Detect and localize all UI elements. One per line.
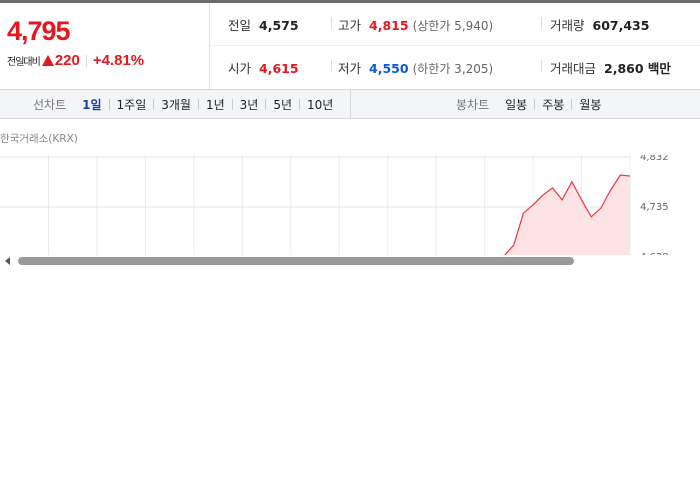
tab[interactable]: 1일 (82, 98, 102, 112)
scroll-thumb[interactable] (18, 257, 574, 265)
price-chart: 4,832 4,735 4,638 (0, 155, 669, 255)
tab[interactable]: 일봉 (505, 98, 528, 112)
separator (541, 60, 542, 72)
stat-value: 607,435 (592, 18, 650, 33)
current-price: 4,795 (7, 16, 71, 46)
change-amount: 220 (54, 52, 80, 69)
stat-value: 4,815 (369, 18, 409, 33)
tab[interactable]: 5년 (273, 98, 293, 112)
stat-label: 시가 (228, 61, 252, 76)
tab[interactable]: 3개월 (161, 98, 191, 112)
separator (231, 99, 233, 110)
y-tick-label: 4,735 (640, 202, 669, 213)
stat-value: 4,615 (259, 61, 299, 76)
separator (534, 99, 536, 110)
tab-group-label: 선차트 (33, 98, 67, 112)
divider (350, 89, 351, 119)
stat: 저가 4,550 (하한가 3,205) (338, 58, 493, 77)
stat-label: 고가 (338, 18, 362, 33)
stat: 전일 4,575 (228, 15, 299, 34)
separator (299, 99, 301, 110)
tab[interactable]: 3년 (239, 98, 259, 112)
separator (85, 54, 87, 67)
stat-label: 저가 (338, 61, 362, 76)
up-icon (41, 55, 54, 66)
top-border (0, 0, 700, 3)
stat: 거래대금 2,860 백만 (550, 58, 671, 77)
tab[interactable]: 1주일 (116, 98, 147, 112)
candle-chart-tabs: 봉차트 일봉 주봉 월봉 (456, 96, 601, 113)
change-label: 전일대비 (7, 57, 41, 68)
stat-label: 거래량 (550, 18, 585, 33)
area (504, 175, 630, 255)
stat-value: 4,550 (369, 61, 409, 76)
tab-group-label: 봉차트 (456, 98, 490, 112)
y-tick-label: 4,638 (640, 252, 669, 255)
separator (153, 99, 155, 110)
divider (210, 45, 700, 46)
tab[interactable]: 월봉 (579, 98, 602, 112)
stat: 시가 4,615 (228, 58, 299, 77)
stat-label: 거래대금 (550, 61, 597, 76)
separator (108, 99, 110, 110)
scroll-left-arrow[interactable] (5, 257, 10, 265)
separator (331, 60, 332, 72)
y-tick-label: 4,832 (640, 155, 669, 163)
separator (265, 99, 267, 110)
stat: 거래량 607,435 (550, 15, 649, 34)
tab[interactable]: 1년 (205, 98, 225, 112)
tab[interactable]: 10년 (307, 98, 334, 112)
stat: 고가 4,815 (상한가 5,940) (338, 15, 493, 34)
separator (541, 17, 542, 29)
stat-value: 2,860 백만 (604, 61, 671, 76)
stat-note: (상한가 5,940) (412, 19, 494, 33)
divider (209, 3, 210, 89)
line-chart-tabs: 선차트 1일 1주일 3개월 1년 3년 5년 10년 (33, 96, 333, 113)
stat-value: 4,575 (259, 18, 299, 33)
separator (571, 99, 573, 110)
separator (331, 17, 332, 29)
tab[interactable]: 주봉 (542, 98, 565, 112)
price-line (504, 174, 631, 255)
data-source: 한국거래소(KRX) (0, 133, 78, 145)
stat-note: (하한가 3,205) (412, 62, 494, 76)
change-rate: +4.81% (92, 52, 145, 69)
price-change: 전일대비 220 +4.81% (7, 52, 144, 69)
separator (197, 99, 199, 110)
stat-label: 전일 (228, 18, 252, 33)
